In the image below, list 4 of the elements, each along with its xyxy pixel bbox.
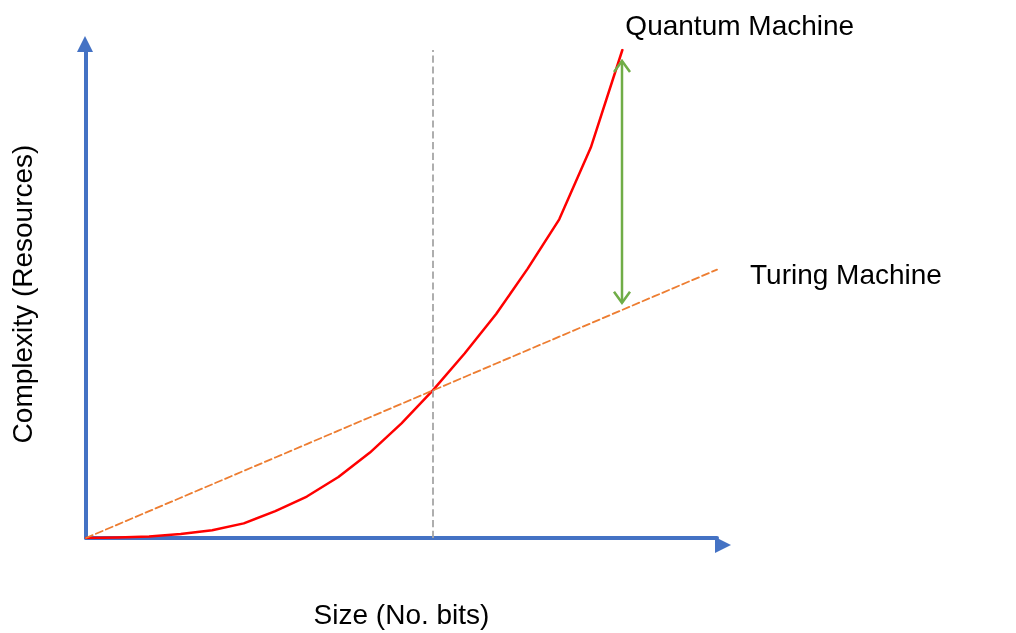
series-label: Quantum Machine [625,9,855,41]
y-axis-title: Complexity (Resources) [6,144,38,444]
series-label: Turing Machine [750,259,942,291]
x-axis-title: Size (No. bits) [313,598,490,630]
